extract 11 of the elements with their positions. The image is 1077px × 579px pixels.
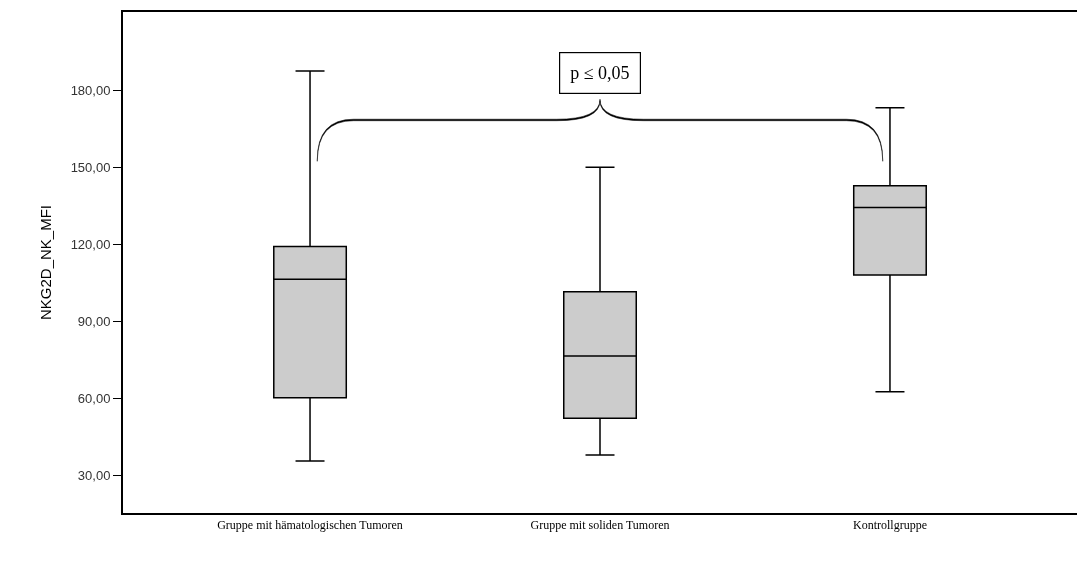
annotation: p ≤ 0,05 bbox=[570, 63, 630, 84]
x-tick-label: Gruppe mit soliden Tumoren bbox=[530, 518, 670, 533]
y-axis-title: NKG2D_NK_MFI bbox=[37, 204, 55, 321]
y-tick-label: 30,00 bbox=[77, 467, 111, 483]
y-tick-label: 90,00 bbox=[77, 313, 111, 329]
y-tick-label: 150,00 bbox=[70, 159, 111, 175]
y-tick-label: 180,00 bbox=[70, 82, 111, 98]
x-tick-label: Gruppe mit hämatologischen Tumoren bbox=[217, 518, 403, 533]
y-tick-label: 120,00 bbox=[70, 236, 111, 252]
y-tick-label: 60,00 bbox=[77, 390, 111, 406]
x-tick-label: Kontrollgruppe bbox=[852, 518, 927, 533]
